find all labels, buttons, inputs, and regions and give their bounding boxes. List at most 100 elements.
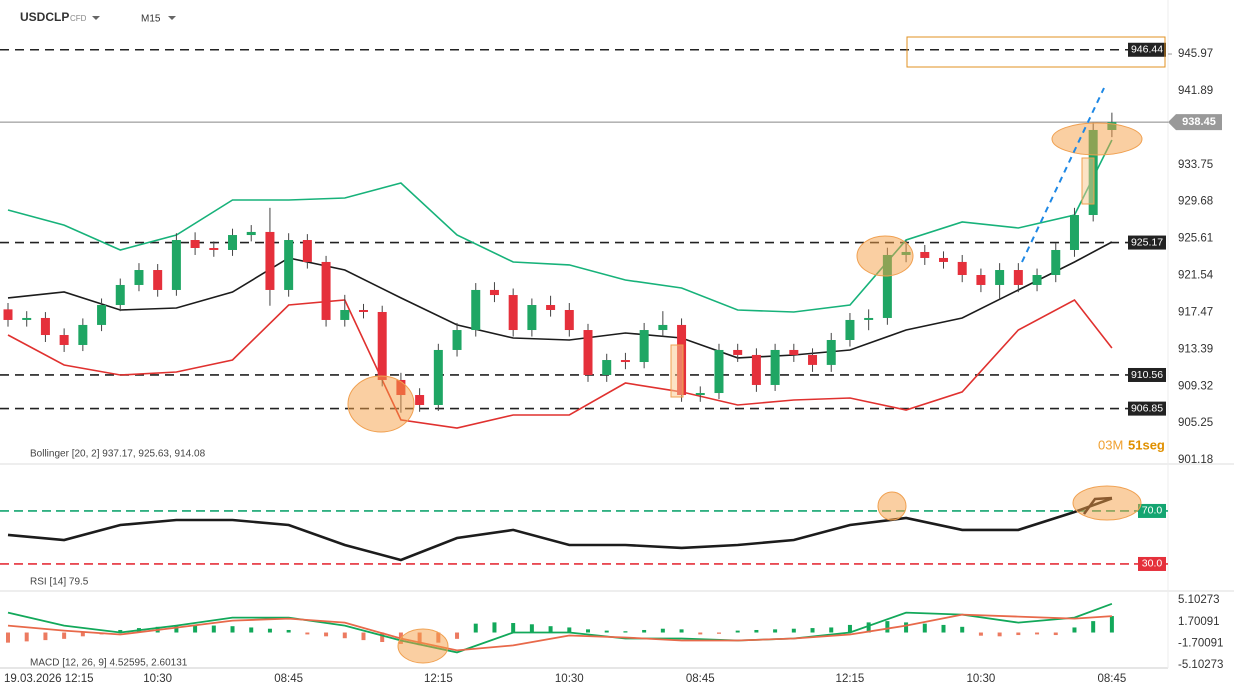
macd-histogram-bar xyxy=(361,632,366,641)
macd-histogram-bar xyxy=(604,630,609,633)
macd-histogram-bar xyxy=(193,624,198,633)
macd-histogram-bar xyxy=(43,632,48,641)
x-tick-label: 08:45 xyxy=(1097,673,1126,685)
macd-histogram-bar xyxy=(847,624,852,633)
annotation-ellipse xyxy=(856,235,914,277)
candle-body xyxy=(864,317,874,320)
axis-label-box xyxy=(1138,556,1166,571)
macd-histogram-bar xyxy=(773,629,778,633)
countdown-sec: 51seg xyxy=(1128,437,1165,452)
macd-histogram-bar xyxy=(548,626,553,633)
macd-histogram-bar xyxy=(829,627,834,633)
candle-body xyxy=(265,231,275,290)
x-tick-label: 08:45 xyxy=(274,673,303,685)
y-tick-label: 925.17 xyxy=(1131,236,1163,248)
indicator-label: Bollinger [20, 2] 937.17, 925.63, 914.08 xyxy=(30,449,206,460)
macd-histogram-bar xyxy=(885,621,890,633)
macd-histogram-bar xyxy=(735,630,740,633)
macd-histogram-bar xyxy=(380,632,385,643)
candle-body xyxy=(770,349,780,385)
candle-body xyxy=(1069,215,1079,250)
macd-histogram-bar xyxy=(698,632,703,635)
macd-histogram-bar xyxy=(866,622,871,633)
x-tick-label: 12:15 xyxy=(424,673,453,685)
candle-body xyxy=(826,339,836,365)
macd-histogram-bar xyxy=(324,632,329,637)
y-tick-label: 70.0 xyxy=(1142,505,1163,517)
candle-body xyxy=(358,309,368,312)
macd-histogram-bar xyxy=(679,629,684,633)
macd-histogram-bar xyxy=(211,625,216,633)
annotation-ellipse xyxy=(397,628,449,664)
candle-body xyxy=(583,330,593,375)
macd-histogram-bar xyxy=(249,627,254,633)
candle-body xyxy=(59,335,69,345)
candle-body xyxy=(471,289,481,331)
candle-body xyxy=(246,231,256,236)
candle-body xyxy=(134,270,144,285)
macd-histogram-bar xyxy=(80,632,85,637)
y-tick-label: 946.44 xyxy=(1131,44,1163,56)
candle-body xyxy=(433,349,443,405)
candle-body xyxy=(602,360,612,375)
signal-line xyxy=(7,613,1112,652)
last-price-label: 938.45 xyxy=(1182,116,1216,128)
macd-histogram-bar xyxy=(716,632,721,634)
y-tick-label: 909.32 xyxy=(1178,380,1213,392)
bollinger-middle xyxy=(7,241,1113,359)
candle-body xyxy=(527,305,537,331)
macd-histogram-bar xyxy=(978,632,983,636)
macd-histogram-bar xyxy=(62,632,67,639)
macd-histogram-bar xyxy=(791,628,796,633)
candle-body xyxy=(1051,249,1061,276)
macd-histogram-bar xyxy=(1109,616,1114,633)
y-tick-label: 906.85 xyxy=(1131,402,1163,414)
macd-histogram-bar xyxy=(473,623,478,633)
candle-body xyxy=(733,349,743,355)
candle-body xyxy=(97,305,107,325)
macd-histogram-bar xyxy=(1016,632,1021,636)
candle-body xyxy=(789,349,799,355)
candle-body xyxy=(321,261,331,320)
x-tick-label: 19.03.2026 12:15 xyxy=(4,673,94,685)
indicator-label: RSI [14] 79.5 xyxy=(30,577,89,588)
x-tick-label: 08:45 xyxy=(686,673,715,685)
candle-body xyxy=(340,309,350,320)
macd-histogram-bar xyxy=(810,628,815,633)
dropdown-icon[interactable] xyxy=(168,16,176,20)
candle-body xyxy=(639,330,649,363)
annotation-box xyxy=(906,36,1166,68)
macd-histogram-bar xyxy=(623,631,628,633)
macd-histogram-bar xyxy=(118,629,123,633)
macd-histogram-bar xyxy=(267,628,272,633)
dropdown-icon[interactable] xyxy=(92,16,100,20)
candle-body xyxy=(22,317,32,320)
candle-body xyxy=(882,254,892,318)
candle-body xyxy=(620,360,630,363)
candle-body xyxy=(808,354,818,365)
timeframe[interactable]: M15 xyxy=(141,14,161,25)
y-tick-label: 905.25 xyxy=(1178,417,1213,429)
candle-body xyxy=(153,270,163,290)
candle-body xyxy=(1013,270,1023,285)
candle-body xyxy=(284,240,294,290)
macd-histogram-bar xyxy=(997,632,1002,637)
macd-histogram-bar xyxy=(567,627,572,633)
candle-body xyxy=(171,240,181,290)
annotation-ellipse xyxy=(1072,485,1142,521)
candle-body xyxy=(40,317,50,336)
symbol[interactable]: USDCLP xyxy=(20,10,69,24)
candle-body xyxy=(190,240,200,248)
candle-body xyxy=(546,305,556,310)
macd-histogram-bar xyxy=(286,629,291,633)
indicator-label: MACD [12, 26, 9] 4.52595, 2.60131 xyxy=(30,658,188,669)
candle-body xyxy=(920,251,930,258)
bollinger-lower xyxy=(7,298,1113,429)
candle-body xyxy=(508,295,518,331)
y-tick-label: 929.68 xyxy=(1178,196,1213,208)
y-tick-label: 5.10273 xyxy=(1178,594,1220,606)
macd-histogram-bar xyxy=(1091,621,1096,633)
axis-label-box xyxy=(1128,367,1166,382)
annotation-ellipse xyxy=(877,491,907,521)
